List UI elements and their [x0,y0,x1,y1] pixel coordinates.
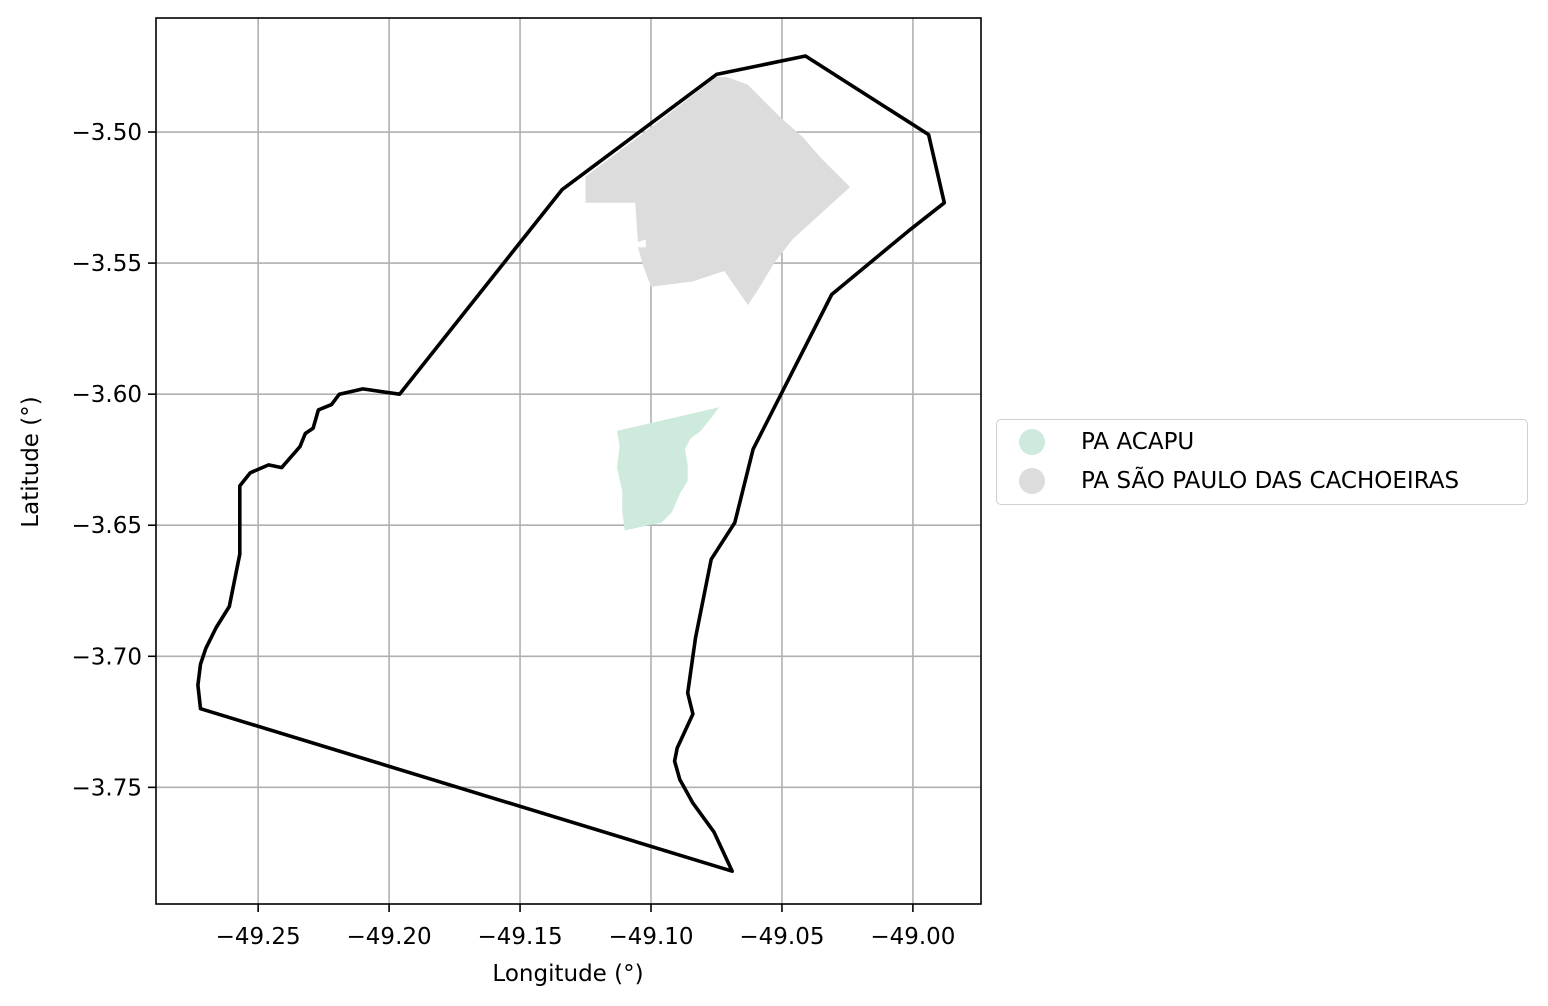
grid [156,18,981,904]
x-tick-label: −49.20 [347,924,432,950]
y-tick-label: −3.65 [72,513,142,539]
regions [585,77,850,531]
y-axis-label: Latitude (°) [18,396,44,527]
x-tick-label: −49.25 [216,924,301,950]
y-tick-label: −3.75 [72,775,142,801]
x-axis-label: Longitude (°) [492,961,643,987]
legend-swatch-sao-paulo [1019,468,1045,494]
y-tick-label: −3.55 [72,251,142,277]
x-tick-label: −49.00 [870,924,955,950]
legend-label-acapu: PA ACAPU [1081,429,1195,455]
x-tick-label: −49.05 [739,924,824,950]
legend: PA ACAPU PA SÃO PAULO DAS CACHOEIRAS [996,419,1528,505]
region-pa-acapu [617,407,720,531]
x-tick-label: −49.15 [477,924,562,950]
legend-item-sao-paulo: PA SÃO PAULO DAS CACHOEIRAS [1019,466,1459,496]
municipality-boundary [196,54,947,874]
region-pa-sao-paulo-das-cachoeiras [585,77,850,305]
legend-label-sao-paulo: PA SÃO PAULO DAS CACHOEIRAS [1081,468,1460,494]
y-tick-label: −3.70 [72,644,142,670]
legend-item-acapu: PA ACAPU [1019,427,1194,457]
y-tick-label: −3.60 [72,382,142,408]
axis-ticks: −49.25 −49.20 −49.15 −49.10 −49.05 −49.00 −3.5… [72,120,956,950]
legend-swatch-acapu [1019,429,1045,455]
x-tick-label: −49.10 [608,924,693,950]
plot-frame [155,17,982,905]
boundary-layer [196,54,947,874]
y-tick-label: −3.50 [72,120,142,146]
